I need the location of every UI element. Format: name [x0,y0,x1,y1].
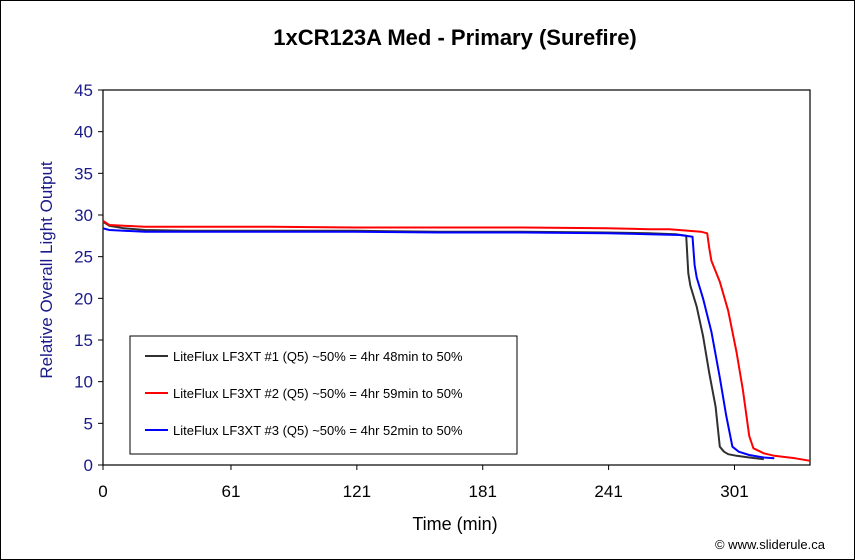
legend-label-3: LiteFlux LF3XT #3 (Q5) ~50% = 4hr 52min … [173,423,463,438]
series-line-2 [102,219,811,462]
x-tick-label: 241 [594,482,622,501]
legend-label-1: LiteFlux LF3XT #1 (Q5) ~50% = 4hr 48min … [173,349,463,364]
y-tick-label: 35 [74,164,93,183]
y-tick-label: 20 [74,289,93,308]
y-tick-label: 40 [74,123,93,142]
y-tick-label: 15 [74,331,93,350]
y-axis-label: Relative Overall Light Output [37,161,56,379]
legend: LiteFlux LF3XT #1 (Q5) ~50% = 4hr 48min … [145,349,463,438]
legend-box [129,335,518,455]
y-tick-label: 0 [84,456,93,475]
x-tick-label: 0 [98,482,107,501]
x-tick-label: 181 [469,482,497,501]
y-tick-label: 5 [84,414,93,433]
x-axis-ticks: 0 61 121 181 241 301 [98,465,749,501]
chart-title: 1xCR123A Med - Primary (Surefire) [273,25,637,50]
y-tick-label: 10 [74,373,93,392]
y-tick-label: 25 [74,248,93,267]
legend-label-2: LiteFlux LF3XT #2 (Q5) ~50% = 4hr 59min … [173,386,463,401]
x-tick-label: 61 [222,482,241,501]
x-tick-label: 301 [720,482,748,501]
copyright-notice: © www.sliderule.ca [715,537,826,552]
y-axis-ticks: 0 5 10 15 20 25 30 35 40 45 [74,81,103,475]
series-line-3 [102,227,775,460]
x-axis-label: Time (min) [412,514,497,534]
x-tick-label: 121 [343,482,371,501]
series-lines [102,219,811,462]
y-tick-label: 45 [74,81,93,100]
y-tick-label: 30 [74,206,93,225]
